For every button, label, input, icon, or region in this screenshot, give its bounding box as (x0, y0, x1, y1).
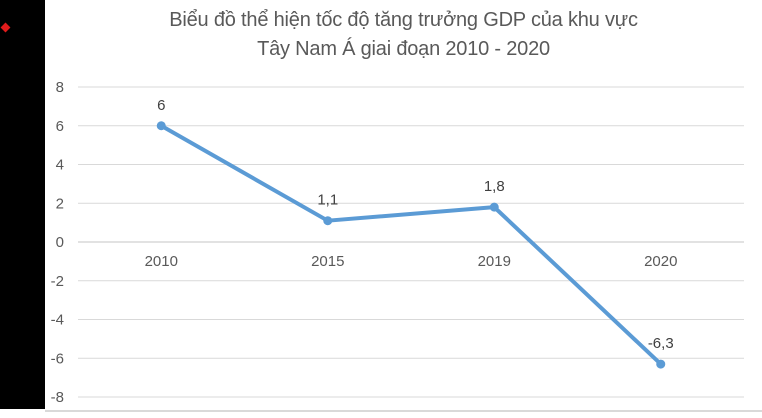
y-tick-label: 0 (56, 234, 64, 251)
y-tick-label: -6 (51, 350, 64, 367)
chart-title: Biểu đồ thể hiện tốc độ tăng trưởng GDP … (45, 6, 762, 64)
gdp-series-line (159, 123, 663, 367)
y-tick-label: -4 (51, 312, 64, 329)
data-point (656, 359, 666, 369)
data-point-label: 6 (157, 97, 165, 114)
x-tick-label: 2010 (145, 253, 178, 270)
data-point-label: -6,3 (648, 335, 674, 352)
x-tick-label: 2020 (644, 253, 677, 270)
y-tick-label: -8 (51, 389, 64, 406)
y-tick-label: 2 (56, 195, 64, 212)
chart-title-line1: Biểu đồ thể hiện tốc độ tăng trưởng GDP … (169, 9, 638, 31)
data-point (489, 202, 499, 212)
left-black-panel (0, 0, 45, 409)
data-point (323, 216, 333, 226)
data-point-label: 1,1 (317, 192, 338, 209)
y-tick-label: -2 (51, 273, 64, 290)
x-tick-label: 2019 (478, 253, 511, 270)
y-tick-label: 8 (56, 79, 64, 96)
data-point (156, 121, 166, 131)
y-tick-label: 4 (56, 157, 64, 174)
data-point-label: 1,8 (484, 178, 505, 195)
y-tick-label: 6 (56, 118, 64, 135)
chart-title-line2: Tây Nam Á giai đoạn 2010 - 2020 (257, 38, 550, 60)
x-tick-label: 2015 (311, 253, 344, 270)
bottom-divider (45, 410, 762, 412)
